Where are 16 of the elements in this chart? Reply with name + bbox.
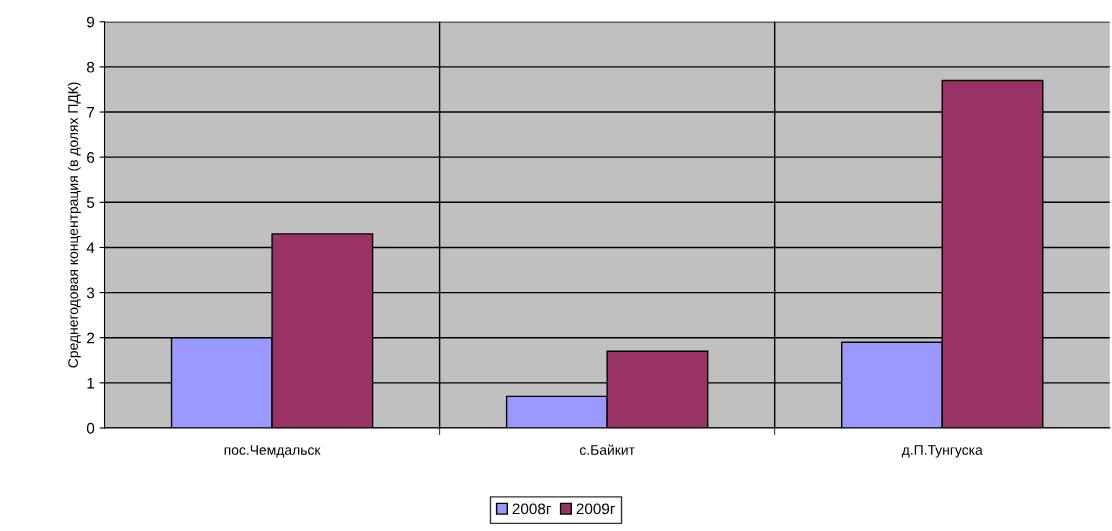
x-tick-label: с.Байкит <box>579 444 635 455</box>
legend-label: 2008г <box>512 503 551 515</box>
y-tick-label: 4 <box>86 242 95 253</box>
x-tick-label: д.П.Тунгуска <box>901 445 983 458</box>
y-tick-label: 1 <box>87 377 95 389</box>
y-tick-label: 9 <box>87 16 95 28</box>
y-tick-label: 8 <box>86 61 95 73</box>
x-tick-label: пос.Чемдальск <box>224 445 321 458</box>
y-tick-label: 2 <box>87 332 95 344</box>
legend-label: 2009г <box>576 503 615 515</box>
y-tick-label: 7 <box>87 107 95 118</box>
y-tick-label: 5 <box>86 197 95 208</box>
y-tick-label: 0 <box>86 422 95 434</box>
y-tick-label: 3 <box>86 287 95 299</box>
y-axis-title: Среднегодовая концентрация (в долях ПДК) <box>67 82 81 368</box>
y-tick-label: 6 <box>87 152 95 163</box>
